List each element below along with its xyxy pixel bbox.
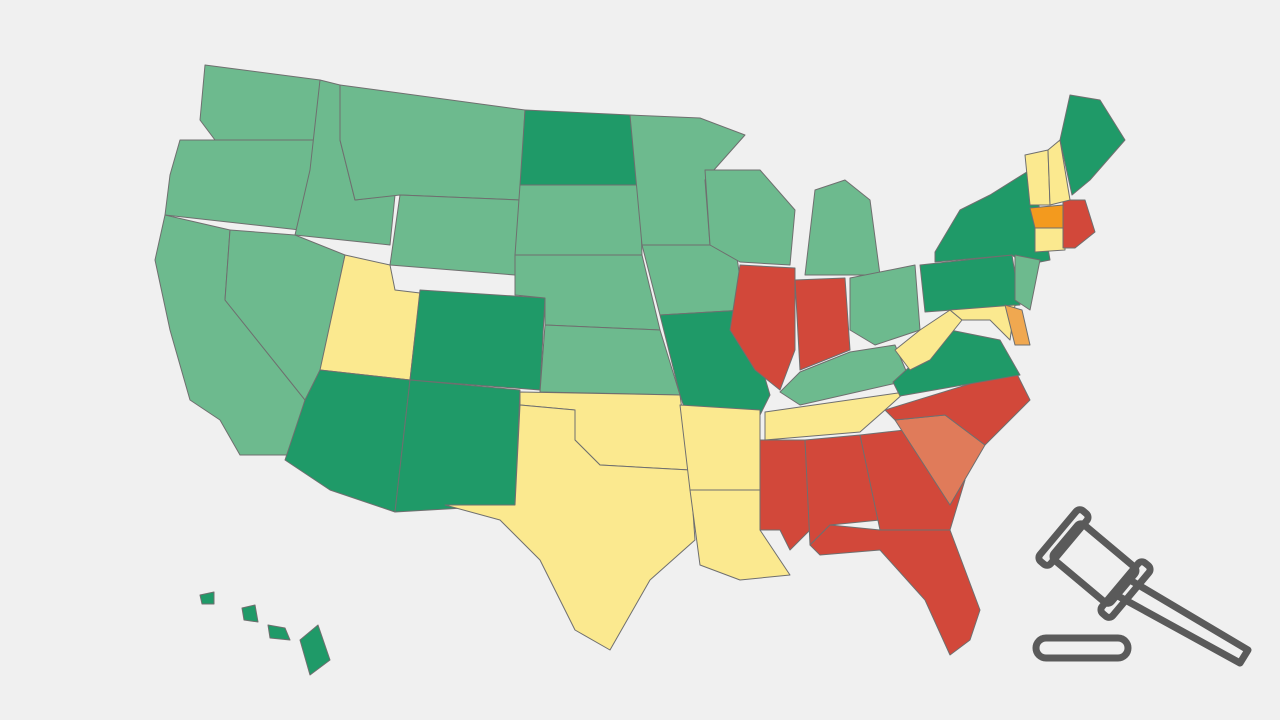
state-region	[779, 344, 911, 406]
state-region	[794, 277, 851, 371]
state-region	[519, 109, 641, 186]
state-region	[1004, 304, 1031, 346]
gavel-icon	[1032, 506, 1252, 667]
state-region	[389, 194, 521, 276]
state-region	[514, 184, 643, 256]
state-region	[809, 524, 981, 656]
state-region	[164, 139, 321, 231]
state-region	[1014, 254, 1041, 311]
state-region	[849, 264, 921, 346]
state-region	[394, 379, 521, 513]
state-region	[679, 404, 761, 491]
state-region	[949, 304, 1016, 341]
state-region	[729, 264, 796, 391]
state-region	[409, 289, 546, 391]
state-region	[704, 169, 796, 266]
state-region	[1062, 199, 1096, 249]
state-region	[1047, 139, 1071, 206]
state-region	[1059, 94, 1126, 196]
state-region	[804, 434, 881, 546]
gavel-cap	[1097, 558, 1154, 621]
state-region	[859, 429, 966, 531]
state-region	[1029, 204, 1064, 229]
state-region	[764, 391, 906, 441]
states	[154, 64, 1126, 676]
gavel-cap	[1035, 506, 1092, 569]
state-region	[299, 624, 331, 676]
gavel-head	[1049, 520, 1140, 607]
state-region	[241, 604, 259, 623]
gavel-block	[1032, 634, 1132, 662]
state-region	[267, 624, 291, 641]
state-region	[539, 324, 681, 396]
state-region	[444, 404, 696, 651]
state-region	[919, 254, 1021, 313]
gavel-handle	[1114, 576, 1252, 667]
state-region	[1024, 149, 1051, 206]
state-region	[1034, 227, 1066, 253]
state-region	[199, 591, 215, 605]
